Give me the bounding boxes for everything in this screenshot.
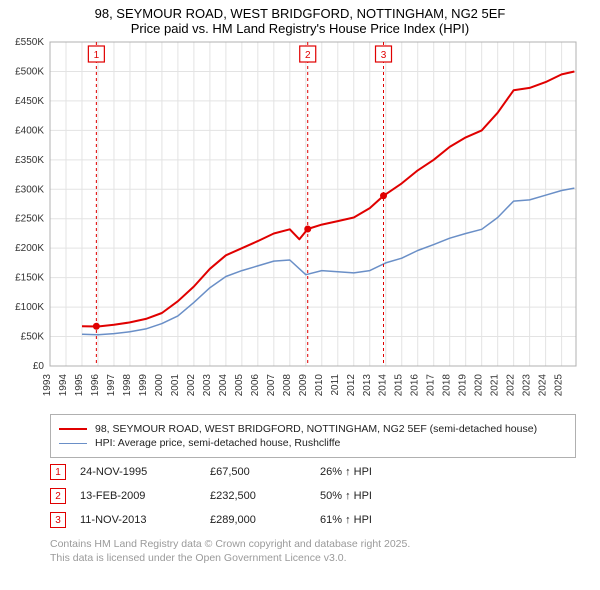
- svg-text:2025: 2025: [554, 374, 565, 397]
- svg-text:2000: 2000: [154, 374, 165, 397]
- legend-label: HPI: Average price, semi-detached house,…: [95, 437, 340, 449]
- svg-text:1999: 1999: [138, 374, 149, 397]
- event-row: 1 24-NOV-1995£67,50026% ↑ HPI: [50, 460, 576, 484]
- svg-text:1996: 1996: [90, 374, 101, 397]
- svg-text:2024: 2024: [538, 374, 549, 397]
- svg-text:1995: 1995: [74, 374, 85, 397]
- svg-text:£150K: £150K: [15, 273, 44, 284]
- legend: 98, SEYMOUR ROAD, WEST BRIDGFORD, NOTTIN…: [50, 414, 576, 458]
- event-date: 13-FEB-2009: [80, 490, 210, 502]
- svg-text:2020: 2020: [474, 374, 485, 397]
- svg-text:2003: 2003: [202, 374, 213, 397]
- event-hpi: 61% ↑ HPI: [320, 514, 372, 526]
- chart-svg: £0 £50K £100K £150K £200K £250K £300K £350K £400…: [0, 36, 600, 408]
- svg-text:£550K: £550K: [15, 37, 44, 48]
- svg-text:2005: 2005: [234, 374, 245, 397]
- footer-line-1: Contains HM Land Registry data © Crown c…: [50, 538, 576, 552]
- svg-text:2001: 2001: [170, 374, 181, 397]
- svg-text:£350K: £350K: [15, 155, 44, 166]
- svg-text:2016: 2016: [410, 374, 421, 397]
- svg-text:2007: 2007: [266, 374, 277, 397]
- event-marker: 2: [50, 488, 66, 504]
- svg-text:2012: 2012: [346, 374, 357, 397]
- event-price: £67,500: [210, 466, 320, 478]
- svg-text:2018: 2018: [442, 374, 453, 397]
- svg-text:2006: 2006: [250, 374, 261, 397]
- event-date: 24-NOV-1995: [80, 466, 210, 478]
- event-hpi: 26% ↑ HPI: [320, 466, 372, 478]
- footer-line-2: This data is licensed under the Open Gov…: [50, 552, 576, 566]
- svg-text:£400K: £400K: [15, 125, 44, 136]
- svg-text:£250K: £250K: [15, 214, 44, 225]
- event-row: 3 11-NOV-2013£289,00061% ↑ HPI: [50, 508, 576, 532]
- svg-text:£300K: £300K: [15, 184, 44, 195]
- event-price: £289,000: [210, 514, 320, 526]
- event-price: £232,500: [210, 490, 320, 502]
- title-line-2: Price paid vs. HM Land Registry's House …: [0, 21, 600, 36]
- svg-text:2014: 2014: [378, 374, 389, 397]
- event-marker: 1: [50, 464, 66, 480]
- svg-text:£50K: £50K: [21, 332, 45, 343]
- legend-swatch: [59, 443, 87, 444]
- events-table: 1 24-NOV-1995£67,50026% ↑ HPI 2 13-FEB-2009…: [50, 460, 576, 532]
- svg-text:£450K: £450K: [15, 96, 44, 107]
- svg-text:£200K: £200K: [15, 243, 44, 254]
- svg-text:1997: 1997: [106, 374, 117, 397]
- chart-area: £0 £50K £100K £150K £200K £250K £300K £350K £400…: [0, 36, 600, 408]
- event-date: 11-NOV-2013: [80, 514, 210, 526]
- svg-text:£100K: £100K: [15, 302, 44, 313]
- legend-swatch: [59, 428, 87, 430]
- svg-text:2: 2: [305, 50, 311, 61]
- svg-text:2021: 2021: [490, 374, 501, 397]
- svg-text:2022: 2022: [506, 374, 517, 397]
- svg-text:£0: £0: [33, 361, 45, 372]
- svg-text:1998: 1998: [122, 374, 133, 397]
- svg-text:2010: 2010: [314, 374, 325, 397]
- svg-text:1993: 1993: [42, 374, 53, 397]
- svg-text:1994: 1994: [58, 374, 69, 397]
- svg-text:2002: 2002: [186, 374, 197, 397]
- legend-label: 98, SEYMOUR ROAD, WEST BRIDGFORD, NOTTIN…: [95, 423, 537, 435]
- legend-row: HPI: Average price, semi-detached house,…: [59, 437, 567, 449]
- svg-text:2015: 2015: [394, 374, 405, 397]
- event-hpi: 50% ↑ HPI: [320, 490, 372, 502]
- legend-row: 98, SEYMOUR ROAD, WEST BRIDGFORD, NOTTIN…: [59, 423, 567, 435]
- svg-text:2009: 2009: [298, 374, 309, 397]
- svg-text:2019: 2019: [458, 374, 469, 397]
- svg-text:1: 1: [94, 50, 100, 61]
- svg-text:2017: 2017: [426, 374, 437, 397]
- svg-text:3: 3: [381, 50, 387, 61]
- svg-text:2008: 2008: [282, 374, 293, 397]
- svg-text:2023: 2023: [522, 374, 533, 397]
- event-marker: 3: [50, 512, 66, 528]
- footer-attribution: Contains HM Land Registry data © Crown c…: [50, 538, 576, 565]
- event-row: 2 13-FEB-2009£232,50050% ↑ HPI: [50, 484, 576, 508]
- chart-titles: 98, SEYMOUR ROAD, WEST BRIDGFORD, NOTTIN…: [0, 0, 600, 36]
- svg-text:£500K: £500K: [15, 66, 44, 77]
- svg-text:2013: 2013: [362, 374, 373, 397]
- svg-text:2011: 2011: [330, 374, 341, 396]
- svg-text:2004: 2004: [218, 374, 229, 397]
- title-line-1: 98, SEYMOUR ROAD, WEST BRIDGFORD, NOTTIN…: [0, 6, 600, 21]
